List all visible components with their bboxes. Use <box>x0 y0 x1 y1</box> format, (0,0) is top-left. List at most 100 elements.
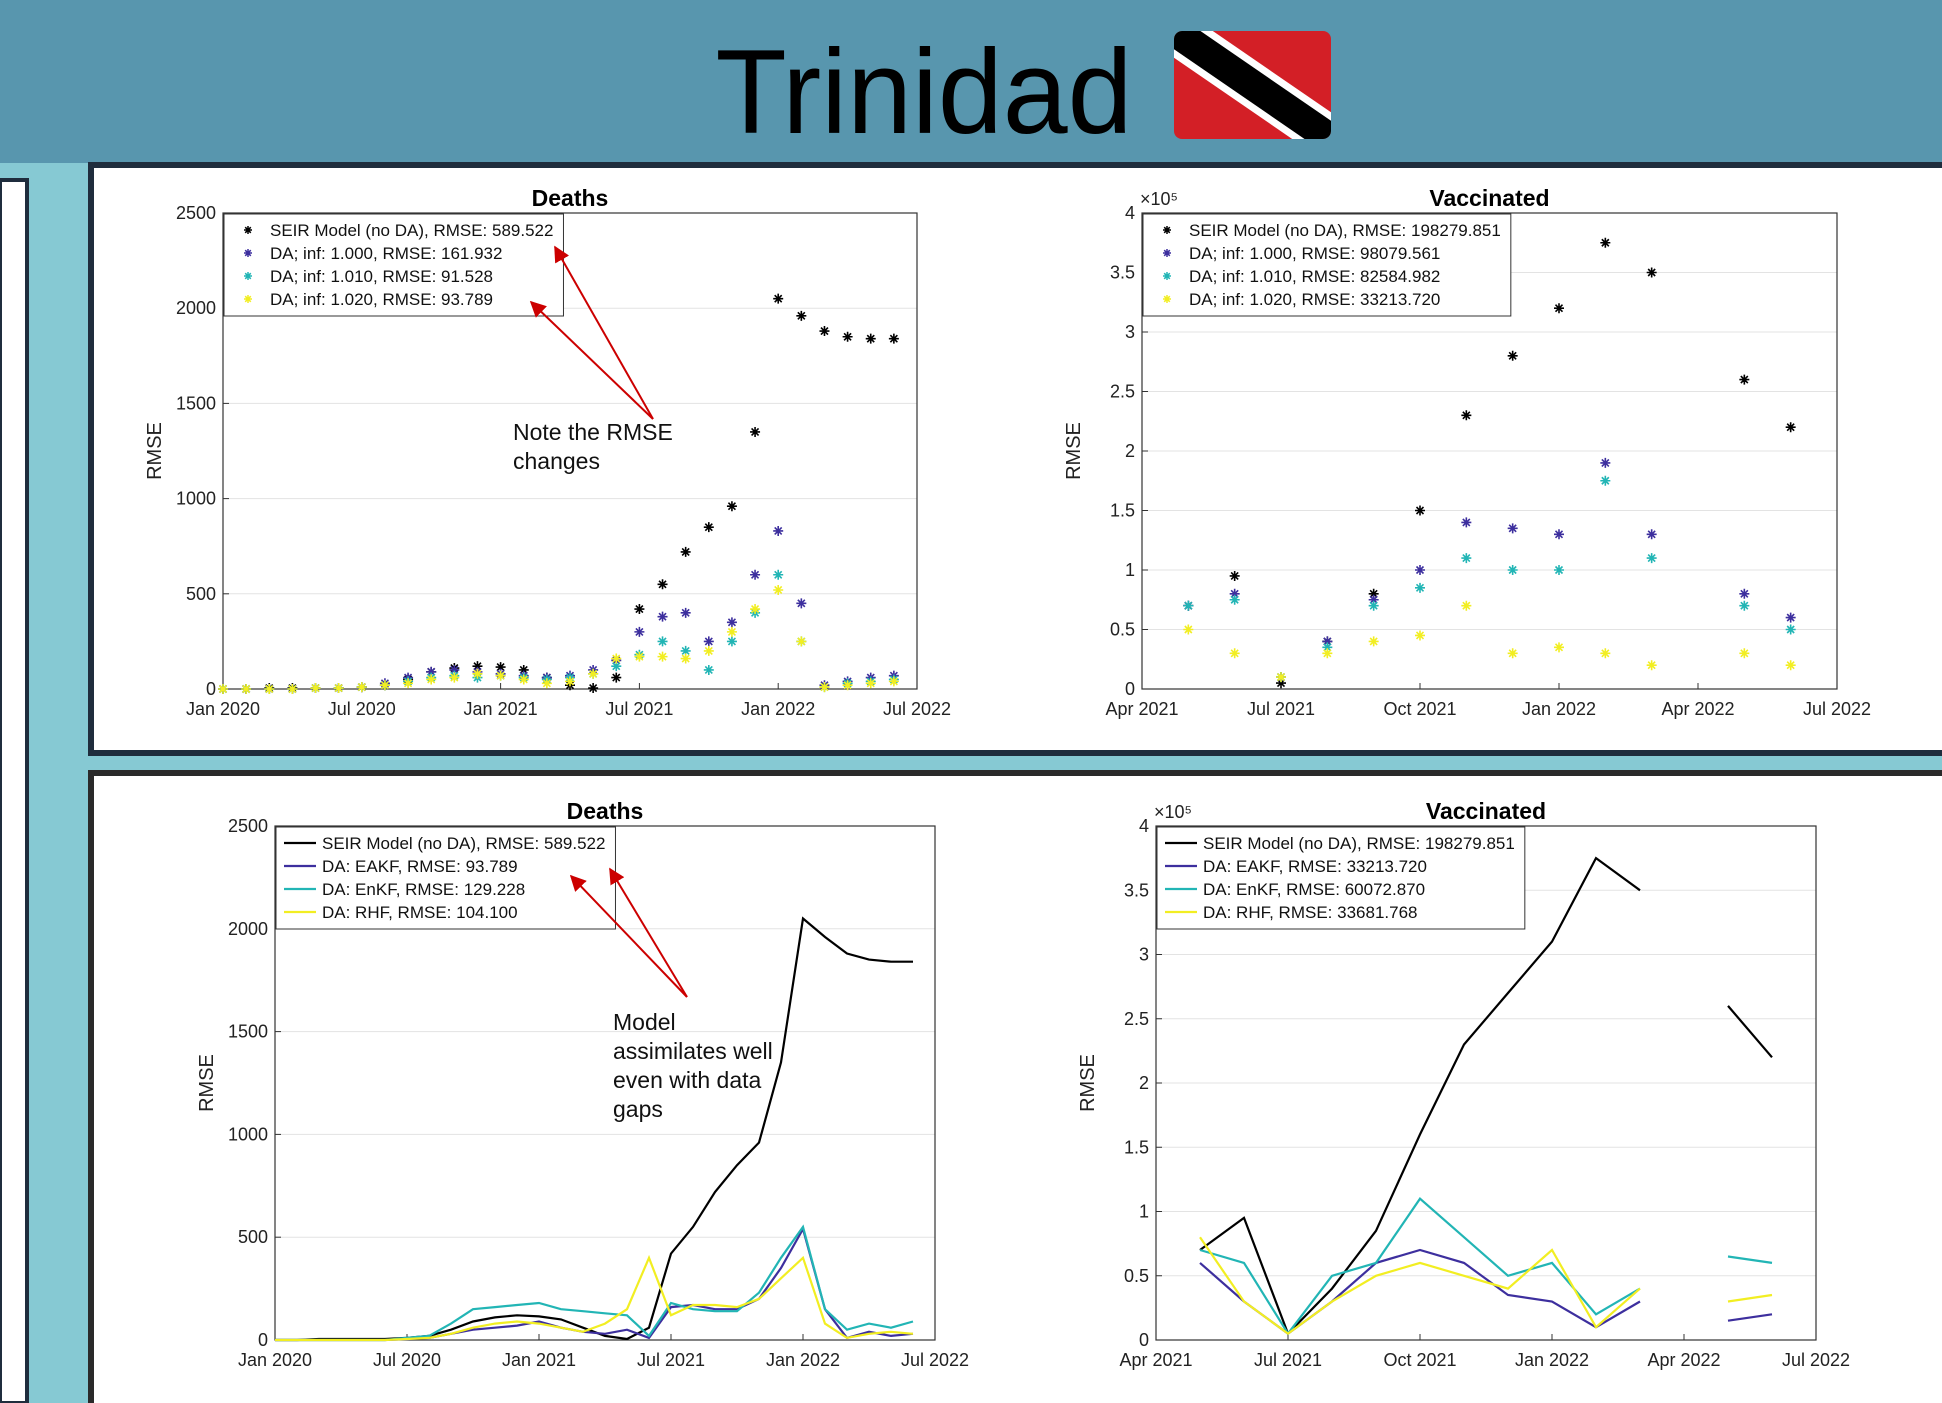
x-tick-label: Jul 2022 <box>883 699 951 719</box>
data-point <box>703 645 714 656</box>
y-tick-label: 0 <box>206 679 216 699</box>
y-tick-label: 1500 <box>228 1022 268 1042</box>
y-tick-label: 2 <box>1139 1073 1149 1093</box>
x-tick-label: Jul 2020 <box>373 1350 441 1370</box>
legend-swatch <box>1163 272 1171 280</box>
y-multiplier: ×10⁵ <box>1154 802 1192 822</box>
arrow <box>529 300 654 420</box>
y-tick-label: 3 <box>1125 322 1135 342</box>
data-point <box>379 680 390 691</box>
data-point <box>588 668 599 679</box>
y-tick-label: 1000 <box>228 1124 268 1144</box>
x-tick-label: Jul 2022 <box>1803 699 1871 719</box>
y-tick-label: 0.5 <box>1124 1266 1149 1286</box>
legend-box <box>275 826 616 930</box>
y-tick-label: 500 <box>186 584 216 604</box>
data-point <box>1554 303 1564 314</box>
y-tick-label: 1500 <box>176 393 216 413</box>
data-point <box>403 678 414 689</box>
x-tick-label: Apr 2022 <box>1661 699 1734 719</box>
data-point <box>1461 410 1472 421</box>
data-point <box>1507 350 1518 361</box>
y-tick-label: 4 <box>1125 203 1135 223</box>
y-tick-label: 0 <box>1125 679 1135 699</box>
y-tick-label: 2000 <box>228 919 268 939</box>
data-point <box>750 569 761 580</box>
legend-label: SEIR Model (no DA), RMSE: 198279.851 <box>1189 221 1501 240</box>
data-point <box>426 674 437 685</box>
y-tick-label: 0 <box>258 1330 268 1350</box>
data-point <box>310 683 321 694</box>
data-point <box>1461 517 1472 528</box>
data-point <box>449 672 460 683</box>
data-point <box>1554 642 1564 653</box>
y-tick-label: 500 <box>238 1227 268 1247</box>
data-point <box>1368 636 1379 647</box>
y-tick-label: 2.5 <box>1110 382 1135 402</box>
data-point <box>1646 267 1657 278</box>
legend-label: DA; inf: 1.020, RMSE: 93.789 <box>270 290 493 309</box>
legend-label: DA; inf: 1.010, RMSE: 82584.982 <box>1189 267 1440 286</box>
data-point <box>773 584 784 595</box>
legend-box <box>1142 213 1512 317</box>
y-axis-label: RMSE <box>196 1054 218 1112</box>
data-point <box>1368 588 1379 599</box>
data-point <box>634 626 645 637</box>
arrow <box>569 874 688 998</box>
data-point <box>1646 553 1657 564</box>
data-point <box>819 326 830 337</box>
y-axis-label: RMSE <box>144 422 166 480</box>
data-point <box>726 636 737 647</box>
y-multiplier: ×10⁵ <box>1140 189 1178 209</box>
legend-label: DA; inf: 1.020, RMSE: 33213.720 <box>1189 290 1440 309</box>
y-tick-label: 3 <box>1139 945 1149 965</box>
x-tick-label: Jul 2021 <box>605 699 673 719</box>
legend-swatch <box>1163 249 1171 257</box>
x-tick-label: Jul 2022 <box>901 1350 969 1370</box>
side-panel <box>0 178 29 1403</box>
data-point <box>426 666 437 677</box>
data-point <box>1646 529 1657 540</box>
arrow <box>609 867 688 998</box>
legend-label: DA; inf: 1.000, RMSE: 161.932 <box>270 244 502 263</box>
data-point <box>1600 237 1611 248</box>
annotation: Note the RMSE changes <box>513 419 673 474</box>
data-point <box>1739 588 1750 599</box>
data-point <box>1368 594 1379 605</box>
axes-box <box>1155 825 1817 1341</box>
data-point <box>333 683 344 694</box>
legend-label: DA; inf: 1.000, RMSE: 98079.561 <box>1189 244 1440 263</box>
data-point <box>518 664 529 675</box>
data-point <box>495 670 506 681</box>
data-point <box>703 636 714 647</box>
x-tick-label: Jul 2021 <box>1254 1350 1322 1370</box>
y-tick-label: 2500 <box>228 816 268 836</box>
data-point <box>773 525 784 536</box>
series-line <box>1199 1197 1773 1336</box>
data-point <box>842 680 853 691</box>
data-point <box>680 546 691 557</box>
data-point <box>796 598 807 609</box>
legend-label: DA: EAKF, RMSE: 93.789 <box>322 857 518 876</box>
data-point <box>842 331 853 342</box>
header-band <box>0 0 1942 163</box>
chart-title: Deaths <box>567 798 644 824</box>
chart: 0 500 1000 1500 2000 2500 Jan 2020 Jul 2020 Jan … <box>144 185 951 719</box>
x-tick-label: Jul 2020 <box>328 699 396 719</box>
legend-label: SEIR Model (no DA), RMSE: 198279.851 <box>1203 834 1515 853</box>
x-tick-label: Apr 2021 <box>1105 699 1178 719</box>
y-tick-label: 1 <box>1125 560 1135 580</box>
legend-swatch <box>244 272 252 280</box>
annotation: Model assimilates well even with data ga… <box>613 1009 773 1122</box>
x-tick-label: Jul 2021 <box>1247 699 1315 719</box>
data-point <box>750 604 761 615</box>
data-point <box>819 682 830 693</box>
x-tick-label: Jan 2021 <box>464 699 538 719</box>
data-point <box>750 426 761 437</box>
data-point <box>472 668 483 679</box>
data-point <box>1554 529 1564 540</box>
data-point <box>1276 672 1286 683</box>
x-tick-label: Jan 2020 <box>238 1350 312 1370</box>
data-point <box>657 651 668 662</box>
